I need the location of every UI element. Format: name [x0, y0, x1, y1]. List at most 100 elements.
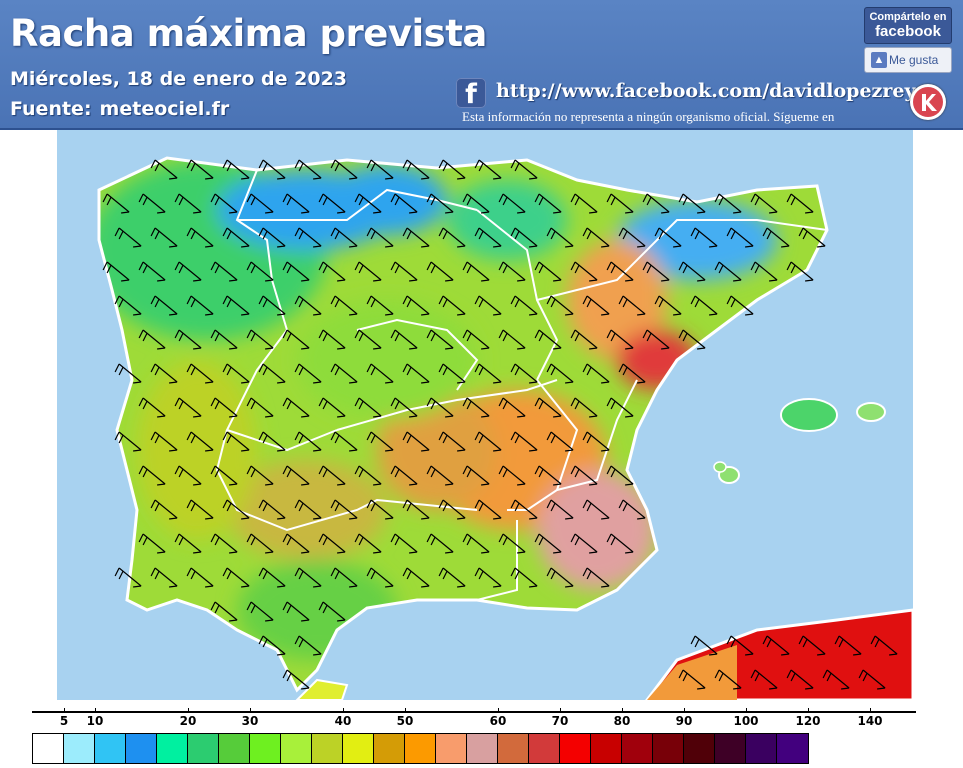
- wind-barb: [606, 261, 634, 282]
- wind-barb: [534, 193, 562, 214]
- wind-barb: [138, 533, 166, 554]
- wind-barb: [510, 227, 538, 248]
- wind-barb: [330, 499, 358, 520]
- legend-tick: [746, 708, 747, 713]
- wind-barb: [258, 635, 286, 656]
- legend-swatch: [188, 734, 219, 763]
- wind-barb: [462, 261, 490, 282]
- wind-barb: [222, 567, 250, 588]
- wind-barb: [606, 329, 634, 350]
- wind-barb: [150, 295, 178, 316]
- facebook-url-link[interactable]: http://www.facebook.com/davidlopezrey: [496, 80, 916, 102]
- wind-barb: [642, 193, 670, 214]
- wind-barb: [426, 397, 454, 418]
- forecast-date: Miércoles, 18 de enero de 2023: [10, 68, 348, 90]
- legend-tick-label: 70: [551, 714, 569, 728]
- map-graphic: [57, 130, 913, 700]
- legend-swatch: [436, 734, 467, 763]
- wind-barb: [870, 635, 898, 656]
- wind-barb: [246, 465, 274, 486]
- wind-barb: [834, 635, 862, 656]
- wind-barbs: [102, 159, 898, 690]
- wind-barb: [282, 601, 310, 622]
- legend-swatch: [715, 734, 746, 763]
- wind-barb: [570, 465, 598, 486]
- header-banner: Racha máxima prevista Miércoles, 18 de e…: [0, 0, 963, 130]
- thumbs-up-icon: ▲: [871, 52, 887, 68]
- wind-barb: [426, 533, 454, 554]
- share-facebook-button[interactable]: Compártelo en facebook: [864, 7, 952, 44]
- like-button[interactable]: ▲ Me gusta: [864, 47, 952, 73]
- wind-barb: [510, 363, 538, 384]
- wind-barb: [474, 567, 502, 588]
- wind-barb: [150, 227, 178, 248]
- wind-barb: [426, 193, 454, 214]
- wind-barb: [534, 533, 562, 554]
- wind-barb: [258, 431, 286, 452]
- wind-barb: [174, 533, 202, 554]
- wind-barb: [678, 261, 706, 282]
- wind-barb: [354, 193, 382, 214]
- wind-barb: [606, 465, 634, 486]
- legend-swatch: [219, 734, 250, 763]
- wind-barb: [498, 465, 526, 486]
- legend-tick-label: 20: [179, 714, 197, 728]
- wind-barb: [114, 431, 142, 452]
- wind-barb: [678, 669, 706, 690]
- legend-swatch: [312, 734, 343, 763]
- disclaimer-text: Esta información no representa a ningún …: [462, 109, 835, 124]
- wind-barb: [114, 227, 142, 248]
- legend-color-bar: [32, 733, 809, 764]
- wind-barb: [546, 295, 574, 316]
- wind-barb: [714, 669, 742, 690]
- wind-barb: [402, 363, 430, 384]
- wind-barb: [150, 363, 178, 384]
- wind-barb: [318, 329, 346, 350]
- wind-barb: [750, 669, 778, 690]
- wind-barb: [150, 499, 178, 520]
- wind-barb: [210, 329, 238, 350]
- wind-barb: [330, 227, 358, 248]
- wind-barb: [354, 533, 382, 554]
- wind-barb: [330, 363, 358, 384]
- wind-barb: [282, 669, 310, 690]
- wind-barb: [690, 295, 718, 316]
- wind-barb: [174, 261, 202, 282]
- legend-swatch: [157, 734, 188, 763]
- source-value: meteociel.fr: [99, 98, 230, 120]
- wind-barb: [366, 363, 394, 384]
- legend-swatch: [591, 734, 622, 763]
- wind-barb: [786, 669, 814, 690]
- wind-barb: [582, 227, 610, 248]
- wind-barb: [606, 533, 634, 554]
- wind-barb: [150, 159, 178, 180]
- wind-barb: [138, 261, 166, 282]
- wind-barb: [402, 227, 430, 248]
- wind-barb: [402, 159, 430, 180]
- wind-barb: [294, 499, 322, 520]
- wind-barb: [210, 261, 238, 282]
- legend-swatch: [653, 734, 684, 763]
- wind-barb: [390, 465, 418, 486]
- wind-barb: [534, 261, 562, 282]
- wind-barb: [534, 329, 562, 350]
- wind-barb: [138, 465, 166, 486]
- wind-barb: [402, 431, 430, 452]
- wind-barb: [294, 567, 322, 588]
- wind-barb: [462, 533, 490, 554]
- wind-barb: [222, 431, 250, 452]
- wind-barb: [318, 193, 346, 214]
- wind-barb: [222, 295, 250, 316]
- wind-barb: [678, 193, 706, 214]
- brand-logo-icon[interactable]: [910, 84, 946, 120]
- facebook-icon[interactable]: f: [456, 78, 486, 110]
- brand-logo-graphic: [913, 87, 943, 117]
- wind-barb: [210, 533, 238, 554]
- wind-barb: [438, 295, 466, 316]
- legend-tick: [188, 708, 189, 713]
- legend-tick-label: 10: [86, 714, 104, 728]
- legend-swatch: [622, 734, 653, 763]
- wind-barb: [570, 533, 598, 554]
- legend-tick-label: 60: [489, 714, 507, 728]
- legend-swatch: [33, 734, 64, 763]
